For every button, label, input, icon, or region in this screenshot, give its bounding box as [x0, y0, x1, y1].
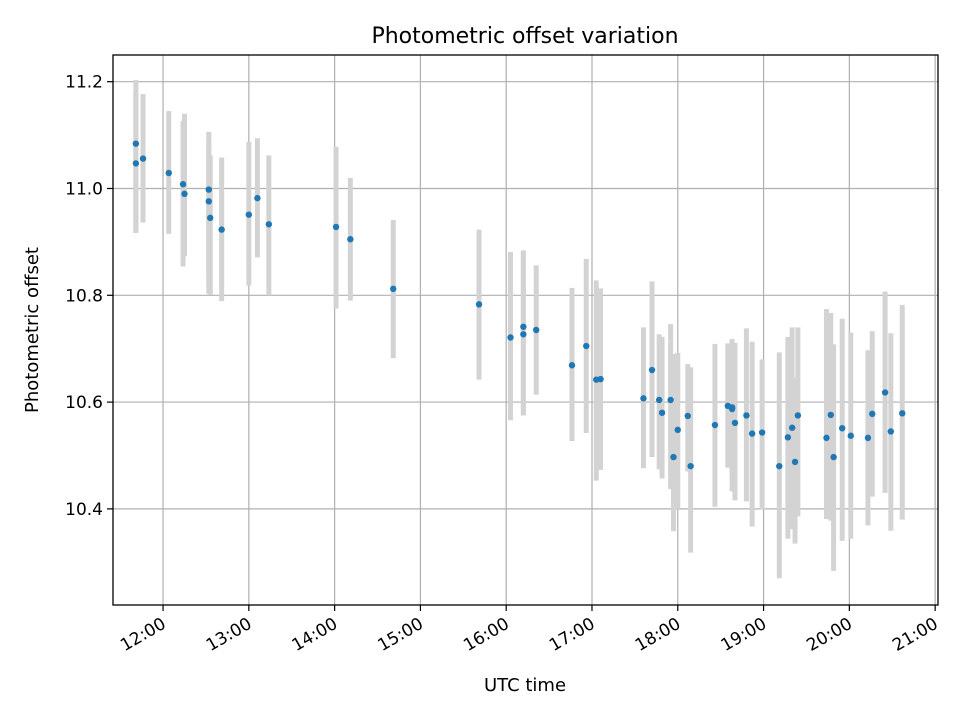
data-point — [731, 419, 739, 427]
data-point — [728, 405, 736, 413]
data-point — [674, 426, 681, 434]
data-point — [648, 366, 656, 374]
data-point — [132, 140, 140, 147]
data-point — [520, 331, 527, 338]
data-point — [139, 155, 147, 162]
data-point — [332, 223, 340, 231]
data-points — [132, 140, 906, 470]
data-point — [207, 214, 214, 222]
data-point — [839, 425, 846, 432]
data-point — [864, 434, 872, 442]
data-point — [788, 424, 796, 431]
x-tick-label: 15:00 — [374, 614, 426, 656]
x-tick-label: 12:00 — [117, 614, 169, 656]
x-tick-label: 14:00 — [289, 614, 341, 656]
data-point — [597, 375, 604, 383]
data-point — [667, 396, 674, 404]
data-point — [823, 434, 830, 442]
data-point — [758, 429, 766, 436]
data-point — [583, 342, 590, 350]
data-point — [658, 409, 666, 416]
data-point — [475, 301, 483, 308]
data-point — [784, 434, 792, 441]
data-point — [165, 169, 172, 177]
data-point — [687, 462, 694, 470]
data-point — [205, 186, 212, 193]
data-point — [245, 211, 253, 218]
data-point — [533, 326, 540, 334]
data-point — [776, 462, 783, 470]
data-point — [507, 334, 514, 341]
y-tick-label: 11.2 — [65, 73, 103, 93]
data-point — [743, 412, 750, 419]
data-point — [265, 221, 273, 228]
y-tick-label: 10.4 — [65, 500, 103, 520]
data-point — [347, 236, 354, 243]
data-point — [179, 181, 187, 188]
data-point — [520, 323, 527, 330]
data-point — [684, 412, 691, 420]
data-point — [655, 396, 663, 404]
y-tick-label: 11.0 — [65, 179, 103, 199]
x-tick-label: 13:00 — [203, 614, 255, 656]
y-tick-label: 10.8 — [65, 286, 103, 306]
data-point — [711, 421, 719, 429]
y-axis-label: Photometric offset — [22, 247, 43, 413]
data-point — [218, 226, 225, 233]
x-tick-label: 19:00 — [718, 614, 770, 656]
x-tick-label: 20:00 — [803, 614, 855, 656]
data-point — [794, 412, 802, 419]
y-tick-label: 10.6 — [65, 393, 103, 413]
x-axis-label: UTC time — [484, 675, 566, 696]
error-bars — [133, 80, 905, 579]
data-point — [254, 194, 261, 202]
data-point — [830, 453, 837, 461]
data-point — [640, 395, 647, 402]
x-tick-label: 21:00 — [889, 614, 941, 656]
axis-ticks: 10.4 10.6 10.8 11.0 11.2 12:00 13:00 14:00 15:00… — [65, 73, 941, 656]
x-tick-label: 17:00 — [546, 614, 598, 656]
data-point — [181, 190, 188, 198]
data-point — [205, 198, 212, 205]
data-point — [887, 428, 895, 435]
x-tick-label: 18:00 — [632, 614, 684, 656]
data-point — [869, 410, 876, 418]
data-point — [670, 453, 677, 461]
data-point — [390, 285, 397, 293]
data-point — [132, 160, 140, 167]
data-point — [881, 389, 889, 396]
data-point — [899, 410, 906, 417]
data-point — [827, 411, 834, 419]
data-point — [748, 430, 756, 437]
chart-title: Photometric offset variation — [371, 24, 678, 49]
data-point — [847, 432, 854, 439]
plot-frame — [112, 54, 939, 606]
x-tick-label: 16:00 — [460, 614, 512, 656]
data-point — [791, 458, 799, 466]
data-point — [568, 362, 576, 369]
